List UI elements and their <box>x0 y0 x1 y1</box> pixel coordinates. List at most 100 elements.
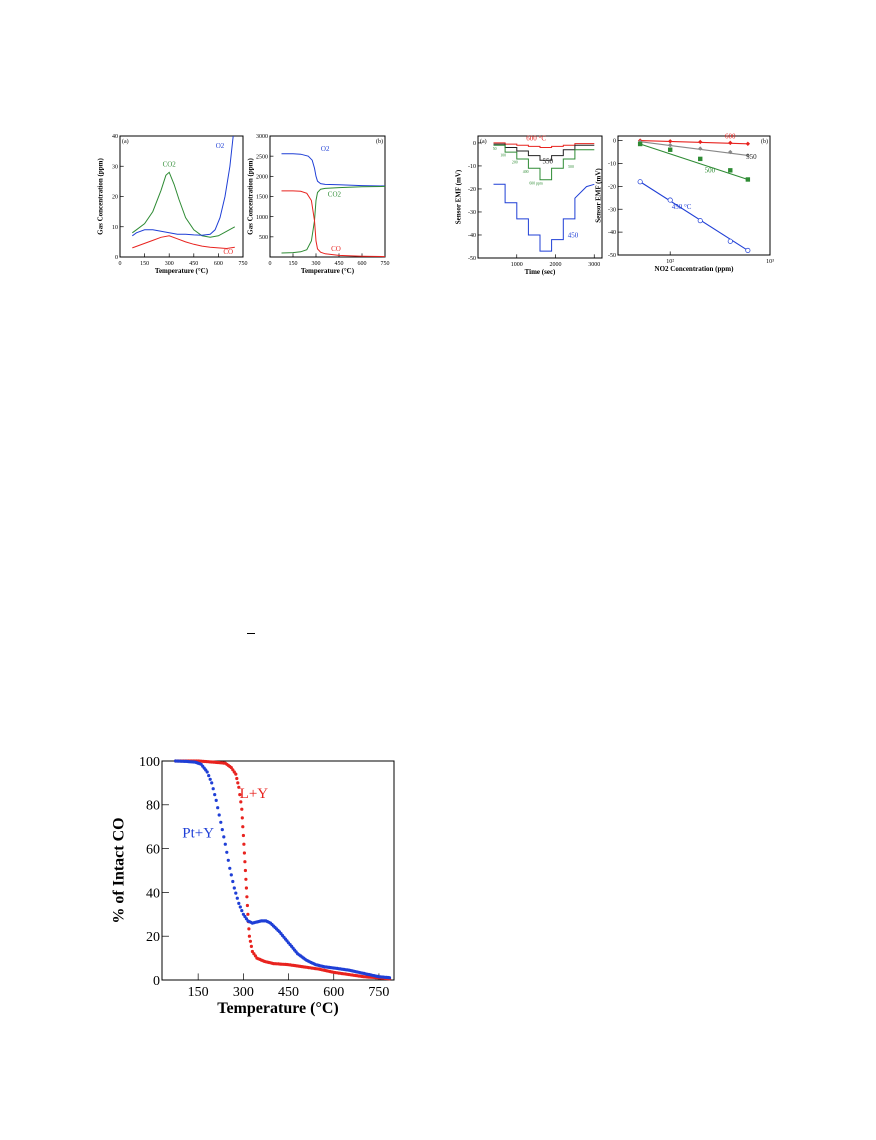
data-point <box>229 873 233 877</box>
data-point <box>255 956 259 960</box>
data-point <box>198 759 202 763</box>
data-point <box>280 962 284 966</box>
data-point <box>329 966 333 970</box>
data-point <box>365 975 369 979</box>
series-550 <box>493 143 595 161</box>
data-point <box>332 970 336 974</box>
y-tick-label: 80 <box>146 799 160 814</box>
series-co <box>281 190 386 258</box>
plot-frame <box>617 135 771 256</box>
data-point <box>270 922 274 927</box>
y-tick-label: 100 <box>139 755 160 770</box>
x-tick-label: 750 <box>381 261 390 267</box>
series-600 <box>637 138 751 146</box>
data-point <box>307 966 311 970</box>
data-point <box>375 976 379 980</box>
data-point <box>667 147 673 152</box>
y-tick-label: -10 <box>608 162 616 168</box>
y-tick-label: -30 <box>608 207 616 213</box>
data-point <box>323 965 327 969</box>
series-500 <box>637 141 751 182</box>
data-point <box>273 925 277 930</box>
x-tick-label: 1000 <box>511 262 523 268</box>
data-point <box>298 964 302 969</box>
data-point <box>216 760 220 765</box>
data-point <box>214 798 218 803</box>
data-point <box>293 964 297 968</box>
data-point <box>358 971 363 975</box>
y-tick-label: 0 <box>473 141 476 147</box>
data-point <box>340 972 344 976</box>
series-o2 <box>281 153 386 187</box>
data-point <box>264 960 268 964</box>
data-point <box>265 960 270 964</box>
data-point <box>297 953 301 957</box>
data-point <box>728 149 733 155</box>
y-axis-title: Sensor EMF (mV) <box>454 169 462 224</box>
data-point <box>180 759 184 763</box>
data-point <box>217 761 221 765</box>
data-point <box>243 914 247 919</box>
series-line <box>493 142 595 148</box>
data-point <box>274 927 279 931</box>
y-tick-label: 0 <box>153 974 160 989</box>
data-point <box>318 967 322 972</box>
data-point <box>317 963 321 968</box>
plot-frame <box>119 135 244 258</box>
data-point <box>183 759 187 764</box>
data-point <box>374 974 378 978</box>
data-point <box>268 961 273 965</box>
annotation-label: 50 <box>493 147 497 151</box>
data-point <box>190 760 194 764</box>
data-point <box>697 218 703 224</box>
data-point <box>320 964 324 968</box>
data-point <box>242 851 246 855</box>
data-point <box>195 761 199 765</box>
data-point <box>363 972 368 976</box>
plot-frame <box>477 135 603 259</box>
data-point <box>180 759 184 763</box>
series-line <box>493 144 595 181</box>
data-point <box>342 972 346 976</box>
data-point <box>330 966 334 970</box>
data-point <box>181 759 185 763</box>
data-point <box>261 959 265 963</box>
data-point <box>308 960 312 964</box>
data-point <box>186 759 191 763</box>
data-point <box>358 974 363 978</box>
data-point <box>259 919 263 923</box>
annotation-label: 450 °C <box>672 203 692 211</box>
data-point <box>208 760 212 764</box>
panel-label: (b) <box>376 138 383 145</box>
x-tick-label: 300 <box>233 985 254 1000</box>
data-point <box>280 933 285 938</box>
data-point <box>335 966 339 971</box>
data-point <box>362 971 366 976</box>
series-co2 <box>281 185 386 254</box>
data-point <box>199 762 203 766</box>
data-point <box>240 807 244 811</box>
data-point <box>188 759 192 763</box>
data-point <box>283 962 287 967</box>
data-point <box>238 905 242 909</box>
data-point <box>374 976 378 980</box>
data-point <box>360 974 364 979</box>
data-point <box>295 964 299 968</box>
data-point <box>240 816 244 820</box>
annotation-label: 550 <box>543 158 554 166</box>
fit-line <box>640 140 748 145</box>
annotation-label: Pt+Y <box>182 826 214 842</box>
x-axis-title: Temperature (°C) <box>217 1000 338 1017</box>
data-point <box>228 764 232 769</box>
x-tick-label: 10² <box>666 259 674 265</box>
data-point <box>286 963 291 967</box>
data-point <box>318 964 322 968</box>
y-tick-label: 20 <box>112 195 118 201</box>
data-point <box>745 177 751 182</box>
y-tick-label: 0 <box>613 139 616 145</box>
data-point <box>305 965 309 969</box>
data-point <box>270 961 274 965</box>
data-point <box>262 959 266 964</box>
